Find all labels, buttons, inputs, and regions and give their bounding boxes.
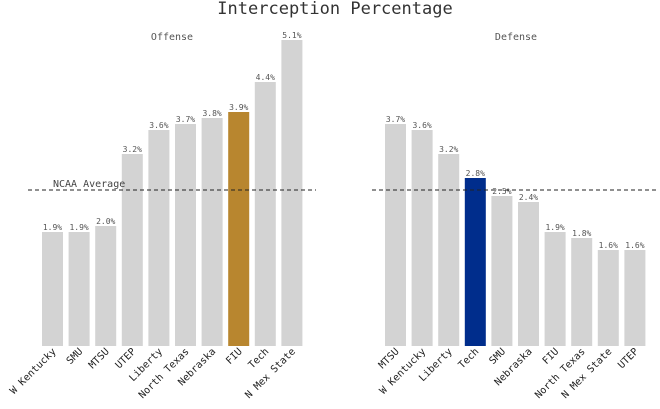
bar-mtsu (95, 226, 117, 346)
value-label: 2.4% (519, 193, 538, 202)
value-label: 4.4% (256, 73, 275, 82)
bar-tech (464, 178, 486, 346)
ncaa-average-label: NCAA Average (53, 179, 125, 190)
bar-liberty (438, 154, 460, 346)
value-label: 3.9% (229, 103, 248, 112)
tick-label: Tech (247, 346, 272, 371)
value-label: 3.2% (439, 145, 458, 154)
bar-utep (121, 154, 143, 346)
value-label: 1.9% (69, 223, 88, 232)
bar-nebraska (201, 118, 223, 346)
value-label: 3.2% (123, 145, 142, 154)
value-label: 1.6% (599, 241, 618, 250)
bar-w-kentucky (42, 232, 63, 346)
bar-smu (491, 196, 513, 346)
tick-label: FIU (541, 346, 562, 367)
bar-utep (624, 250, 646, 346)
bar-north-texas (571, 238, 593, 346)
tick-label: UTEP (114, 346, 139, 371)
value-label: 5.1% (282, 31, 301, 40)
bar-north-texas (175, 124, 196, 346)
bar-liberty (148, 130, 170, 346)
value-label: 1.9% (545, 223, 564, 232)
value-label: 1.9% (43, 223, 62, 232)
bar-n-mex-state (597, 250, 619, 346)
tick-label: Tech (457, 346, 482, 371)
bar-fiu (228, 112, 250, 346)
tick-label: SMU (487, 346, 508, 367)
bar-w-kentucky (411, 130, 433, 346)
bar-n-mex-state (281, 40, 303, 346)
bar-mtsu (385, 124, 406, 346)
value-label: 3.6% (412, 121, 431, 130)
tick-label: MTSU (377, 346, 402, 371)
bar-smu (68, 232, 90, 346)
tick-label: UTEP (616, 346, 641, 371)
chart-title: Interception Percentage (217, 0, 452, 19)
value-label: 3.7% (176, 115, 195, 124)
bar-tech (254, 82, 276, 346)
panel-title: Defense (495, 32, 537, 43)
value-label: 1.8% (572, 229, 591, 238)
bar-fiu (544, 232, 566, 346)
value-label: 3.6% (149, 121, 168, 130)
panels: Offense 1.9% W Kentucky 1.9% SMU 2.0% MTSU 3.2%… (8, 31, 658, 401)
tick-label: FIU (224, 346, 245, 367)
value-label: 3.7% (386, 115, 405, 124)
tick-label: MTSU (87, 346, 112, 371)
value-label: 2.8% (466, 169, 485, 178)
panel-title: Offense (151, 32, 193, 43)
tick-label: W Kentucky (8, 346, 58, 396)
value-label: 2.5% (492, 187, 511, 196)
value-label: 1.6% (625, 241, 644, 250)
tick-label: SMU (65, 346, 86, 367)
value-label: 3.8% (202, 109, 221, 118)
value-label: 2.0% (96, 217, 115, 226)
panel-offense: Offense 1.9% W Kentucky 1.9% SMU 2.0% MTSU 3.2%… (8, 31, 316, 401)
bar-nebraska (518, 202, 539, 346)
